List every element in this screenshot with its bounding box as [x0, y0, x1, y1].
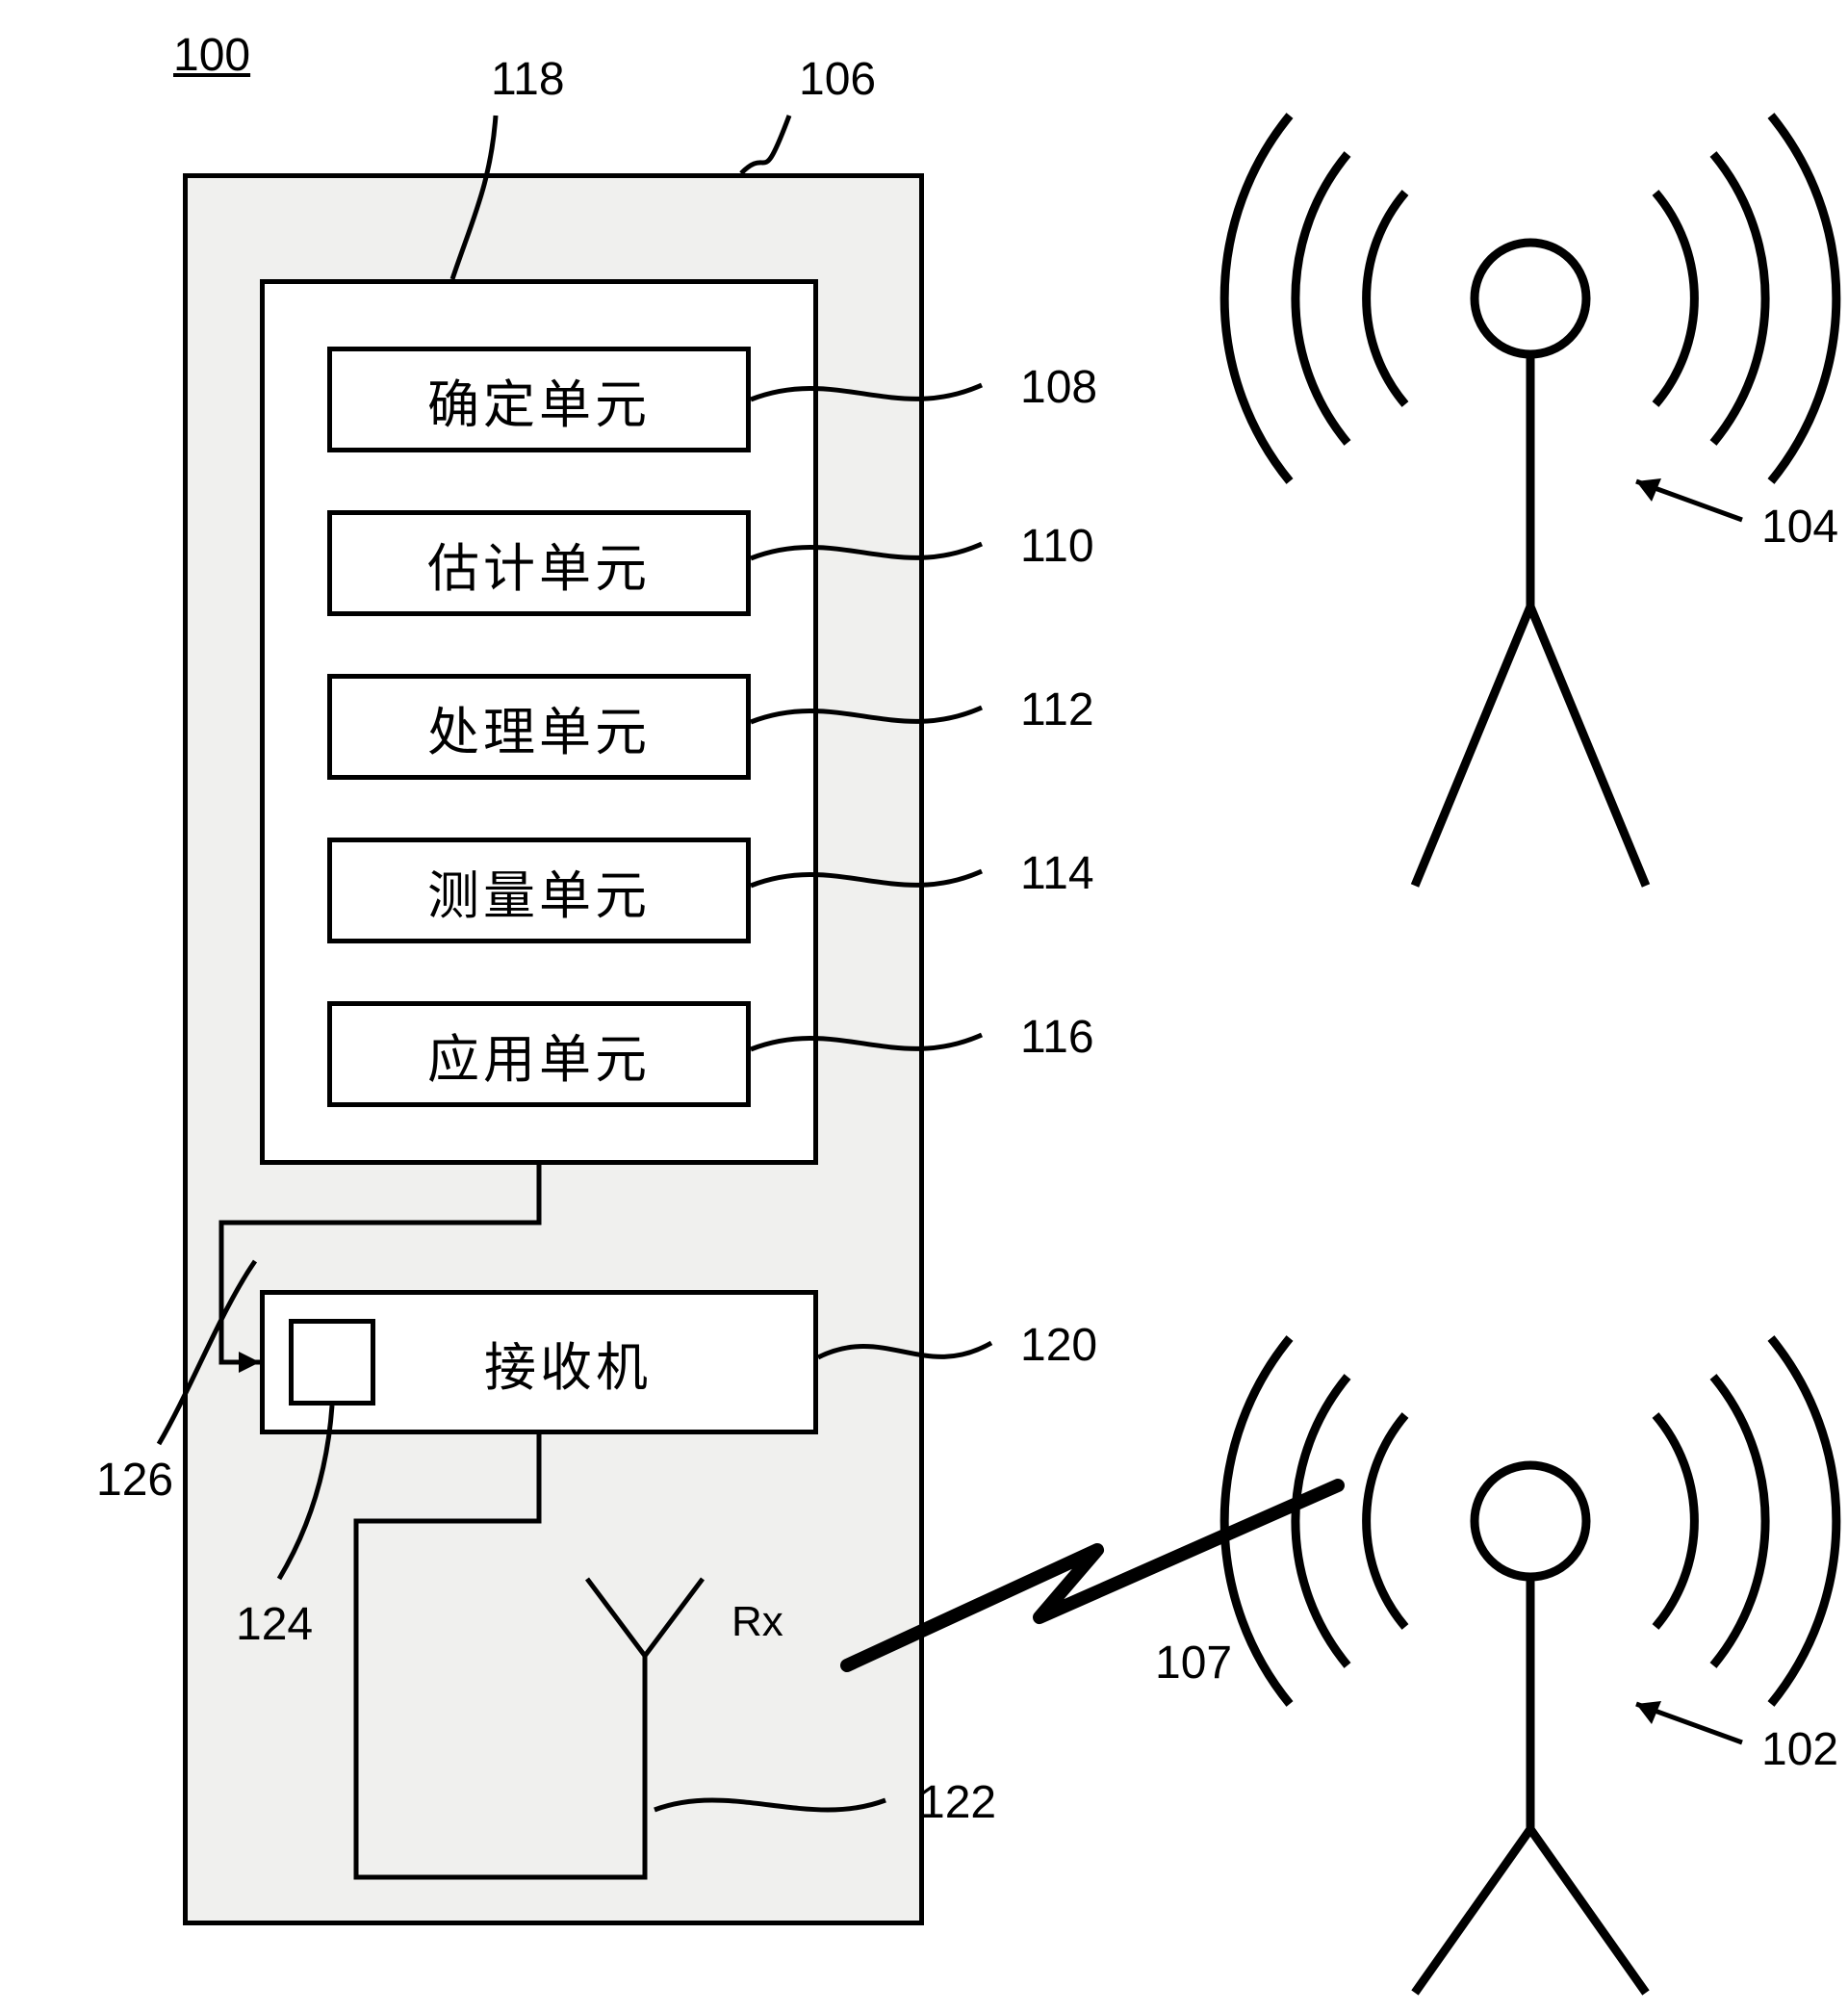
rx-label: Rx	[732, 1598, 783, 1646]
lead-112	[751, 708, 982, 722]
arrowhead	[239, 1352, 260, 1373]
lead-118	[452, 116, 496, 279]
ref-122: 122	[919, 1776, 996, 1829]
ref-116: 116	[1020, 1011, 1094, 1064]
diagram-svg	[0, 0, 1848, 2012]
lead-110	[751, 544, 982, 558]
ref-106: 106	[799, 53, 876, 106]
ref-112: 112	[1020, 684, 1094, 736]
ref-108: 108	[1020, 361, 1097, 414]
figure-ref: 100	[173, 29, 250, 82]
upper-tower-icon	[1224, 116, 1836, 886]
connector-inner-to-receiver	[221, 1165, 539, 1362]
ref-126: 126	[96, 1454, 173, 1507]
lead-108	[751, 385, 982, 400]
ref-102: 102	[1761, 1723, 1838, 1776]
lead-114	[751, 871, 982, 886]
lead-116	[751, 1035, 982, 1049]
lead-106	[741, 116, 789, 173]
ref-120: 120	[1020, 1319, 1097, 1372]
lead-120	[818, 1343, 991, 1357]
ref-110: 110	[1020, 520, 1094, 573]
ref-104: 104	[1761, 501, 1838, 554]
diagram-canvas: 确定单元 估计单元 处理单元 测量单元 应用单元 接收机	[0, 0, 1848, 2012]
lower-tower-icon	[1224, 1338, 1836, 1993]
lead-122	[654, 1800, 886, 1810]
connector-receiver-to-antenna	[356, 1434, 645, 1877]
signal-zigzag	[847, 1485, 1338, 1665]
ref-124: 124	[236, 1598, 313, 1651]
ref-114: 114	[1020, 847, 1094, 900]
rx-antenna-icon	[587, 1579, 703, 1656]
ref-107: 107	[1155, 1637, 1232, 1690]
ref-118: 118	[491, 53, 565, 106]
lead-124	[279, 1406, 332, 1579]
